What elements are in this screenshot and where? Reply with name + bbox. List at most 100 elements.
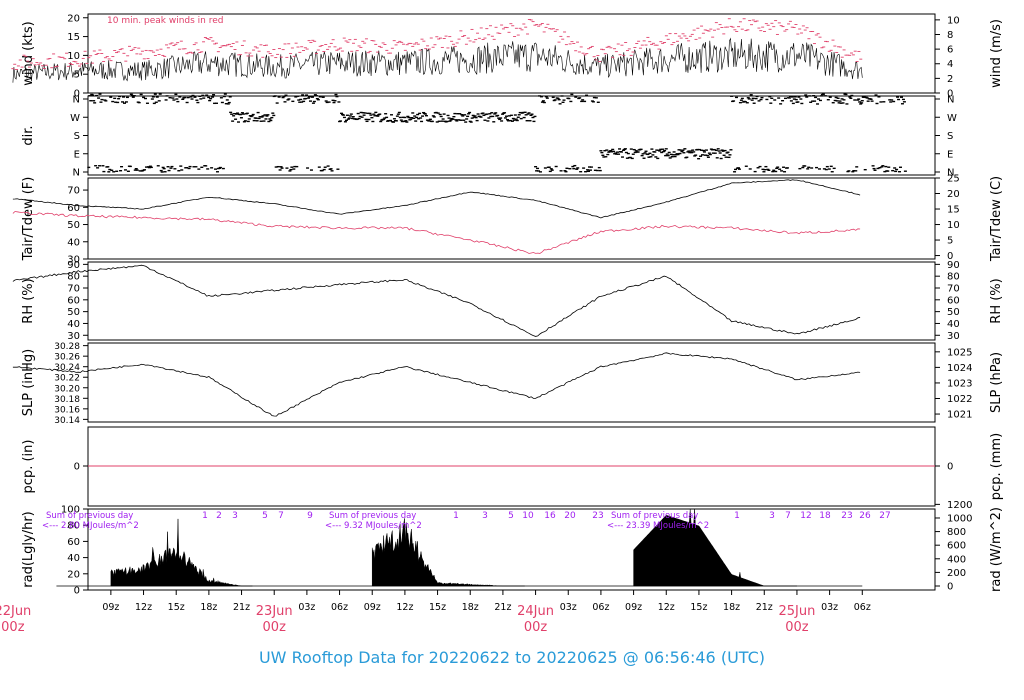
rad-hour-mark: 16 (544, 511, 556, 521)
temp-series-tdew (12, 211, 861, 254)
ylabel-left-slp: SLP (inHg) (21, 349, 36, 417)
wind-left-tick-label: 0 (74, 89, 80, 100)
dir-left-tick-label: S (74, 131, 80, 142)
slp-left-tick-label: 30.26 (54, 353, 80, 363)
rad-right-tick-label: 400 (947, 554, 966, 565)
rad-left-tick-label: 20 (67, 569, 80, 580)
rad-left-tick-label: 100 (61, 505, 80, 516)
slp-left-tick-label: 30.22 (54, 374, 80, 384)
rh-right-tick-label: 80 (947, 272, 960, 283)
rad-hour-mark: 12 (800, 511, 811, 521)
time-tick-label: 12z (135, 602, 152, 613)
rad-hour-mark: 1 (734, 511, 740, 521)
rad-hour-mark: 5 (262, 511, 268, 521)
time-tick-label: 03z (821, 602, 838, 613)
dir-right-tick-label: N (947, 95, 954, 106)
temp-right-tick-label: 10 (947, 220, 960, 231)
rh-left-tick-label: 70 (67, 284, 80, 295)
rad-series-day1 (110, 518, 253, 587)
rh-right-tick-label: 40 (947, 319, 960, 330)
time-tick-label: 12z (396, 602, 413, 613)
rh-left-tick-label: 40 (67, 319, 80, 330)
day-label-hour: 00z (524, 620, 548, 635)
panel-frame-temp (87, 177, 936, 260)
temp-right-tick-label: 15 (947, 205, 960, 216)
rh-left-tick-label: 80 (67, 272, 80, 283)
slp-left-tick-label: 30.28 (54, 342, 80, 352)
page-title: UW Rooftop Data for 20220622 to 20220625… (258, 648, 766, 667)
wind-series (12, 37, 863, 83)
ylabel-left-wind: wind (kts) (21, 21, 36, 85)
rad-hour-mark: 2 (216, 511, 222, 521)
rh-right-tick-label: 60 (947, 295, 960, 306)
wind-left-tick-label: 5 (74, 70, 80, 81)
dir-right-tick-label: S (947, 131, 953, 142)
wind-right-tick-label: 10 (947, 15, 960, 26)
panel-frame-rad (87, 508, 936, 591)
rh-right-tick-label: 70 (947, 284, 960, 295)
rh-right-tick-label: 50 (947, 307, 960, 318)
ylabel-left-dir: dir. (21, 125, 36, 145)
rad-hour-mark: 18 (819, 511, 831, 521)
dir-left-tick-label: N (73, 95, 80, 106)
ylabel-right-wind: wind (m/s) (989, 19, 1004, 88)
temp-left-tick-label: 50 (67, 220, 80, 231)
rad-left-tick-label: 60 (67, 537, 80, 548)
rad-right-tick-label: 200 (947, 568, 966, 579)
dir-right-tick-label: W (947, 113, 957, 124)
rh-left-tick-label: 30 (67, 331, 80, 342)
time-tick-label: 12z (658, 602, 675, 613)
temp-left-tick-label: 30 (67, 255, 80, 266)
pcp-right-tick-label: 0 (947, 462, 953, 473)
rh-right-tick-label: 30 (947, 331, 960, 342)
rad-hour-mark: 5 (508, 511, 514, 521)
rad-annotation-title: Sum of previous day (329, 511, 416, 521)
rad-annotation-title: Sum of previous day (611, 511, 698, 521)
rad-hour-mark: 27 (879, 511, 890, 521)
rad-left-tick-label: 0 (74, 586, 80, 597)
dir-right-tick-label: N (947, 168, 954, 179)
time-tick-label: 18z (723, 602, 740, 613)
time-tick-label: 09z (625, 602, 642, 613)
rh-series (12, 264, 861, 337)
day-label-date: 23Jun (256, 604, 293, 619)
slp-right-tick-label: 1023 (947, 378, 972, 389)
slp-left-tick-label: 30.14 (54, 416, 80, 426)
ylabel-left-pcp: pcp. (in) (21, 440, 36, 494)
panel-frame-wind (87, 13, 936, 94)
rad-hour-mark: 10 (522, 511, 534, 521)
rad-hour-mark: 1 (202, 511, 208, 521)
day-label-date: 25Jun (779, 604, 816, 619)
time-tick-label: 21z (494, 602, 511, 613)
time-tick-label: 21z (233, 602, 250, 613)
rad-hour-mark: 9 (307, 511, 313, 521)
time-tick-label: 15z (690, 602, 707, 613)
slp-series (12, 352, 861, 417)
rad-right-tick-label: 1000 (947, 513, 972, 524)
rad-hour-mark: 26 (859, 511, 871, 521)
rad-annotation-sum: <--- 2.80 MJoules/m^2 (42, 521, 139, 531)
time-tick-label: 06z (592, 602, 609, 613)
rad-left-tick-label: 40 (67, 553, 80, 564)
time-tick-label: 09z (102, 602, 119, 613)
rh-left-tick-label: 50 (67, 307, 80, 318)
slp-left-tick-label: 30.16 (54, 405, 80, 415)
rad-hour-mark: 3 (232, 511, 238, 521)
temp-series-tair (12, 179, 861, 219)
wind-annotation: 10 min. peak winds in red (107, 16, 224, 26)
slp-left-tick-label: 30.18 (54, 395, 80, 405)
dir-left-tick-label: E (74, 149, 80, 160)
pcp-left-tick-label: 0 (74, 462, 80, 473)
rh-left-tick-label: 90 (67, 260, 80, 271)
day-label-hour: 00z (785, 620, 809, 635)
rad-hour-mark: 3 (482, 511, 488, 521)
rh-right-tick-label: 90 (947, 260, 960, 271)
time-tick-label: 15z (429, 602, 446, 613)
temp-right-tick-label: 20 (947, 189, 960, 200)
rh-left-tick-label: 60 (67, 295, 80, 306)
wind-right-tick-label: 8 (947, 30, 953, 41)
wind-right-tick-label: 4 (947, 59, 953, 70)
slp-right-tick-label: 1024 (947, 363, 972, 374)
rad-right-tick-label: 800 (947, 527, 966, 538)
ylabel-right-rad: rad (W/m^2) (989, 507, 1004, 592)
